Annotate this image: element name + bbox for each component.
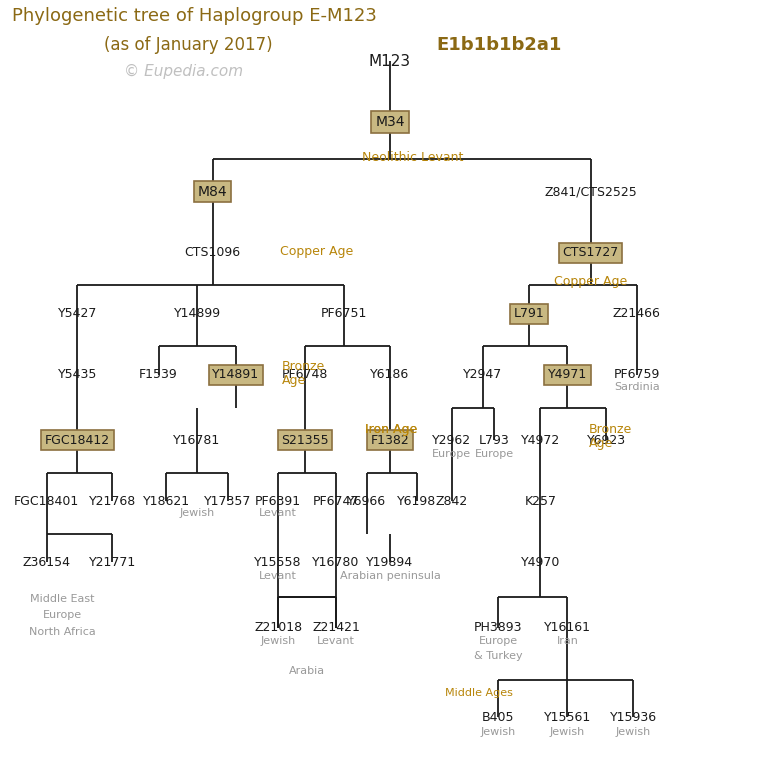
Text: F1382: F1382 xyxy=(370,434,410,446)
Text: PH3893: PH3893 xyxy=(473,621,523,634)
Text: CTS1727: CTS1727 xyxy=(562,246,619,259)
Text: M123: M123 xyxy=(369,54,411,69)
Text: M34: M34 xyxy=(375,115,405,130)
Text: Levant: Levant xyxy=(317,637,355,647)
Text: Middle East: Middle East xyxy=(30,594,94,604)
Text: Neolithic Levant: Neolithic Levant xyxy=(363,151,464,164)
Text: Jewish: Jewish xyxy=(480,727,516,737)
Text: Europe: Europe xyxy=(432,449,471,459)
Text: Y2947: Y2947 xyxy=(463,368,502,381)
Text: Levant: Levant xyxy=(259,509,297,518)
Text: Z842: Z842 xyxy=(435,495,468,508)
Text: Y16781: Y16781 xyxy=(173,434,221,446)
Text: L791: L791 xyxy=(513,307,544,321)
Text: Y16780: Y16780 xyxy=(312,556,360,568)
Text: Y19894: Y19894 xyxy=(367,556,413,568)
Text: Copper Age: Copper Age xyxy=(554,274,627,288)
Text: Y17357: Y17357 xyxy=(204,495,252,508)
Text: North Africa: North Africa xyxy=(29,627,95,637)
Text: PF6748: PF6748 xyxy=(282,368,328,381)
Text: F1539: F1539 xyxy=(139,368,178,381)
Text: Europe: Europe xyxy=(474,449,514,459)
Text: Europe: Europe xyxy=(478,637,518,647)
Text: Europe: Europe xyxy=(42,610,82,620)
Text: Y14891: Y14891 xyxy=(212,368,259,381)
Text: Y2962: Y2962 xyxy=(432,434,471,446)
Text: Sardinia: Sardinia xyxy=(614,382,660,392)
Text: Jewish: Jewish xyxy=(615,727,651,737)
Text: CTS1096: CTS1096 xyxy=(184,246,240,259)
Text: Jewish: Jewish xyxy=(550,727,585,737)
Text: Arabia: Arabia xyxy=(289,666,324,675)
Text: Z21466: Z21466 xyxy=(613,307,661,321)
Text: Iran: Iran xyxy=(557,637,579,647)
Text: Levant: Levant xyxy=(259,572,297,581)
Text: Z21421: Z21421 xyxy=(312,621,360,634)
Text: Y6186: Y6186 xyxy=(370,368,410,381)
Text: FGC18412: FGC18412 xyxy=(45,434,110,446)
Text: PF6747: PF6747 xyxy=(313,495,359,508)
Text: Middle Ages: Middle Ages xyxy=(445,688,512,697)
Text: Copper Age: Copper Age xyxy=(281,245,353,258)
Text: (as of January 2017): (as of January 2017) xyxy=(105,36,273,54)
Text: Y4970: Y4970 xyxy=(521,556,560,568)
Text: Jewish: Jewish xyxy=(261,637,296,647)
Text: Y15561: Y15561 xyxy=(544,711,591,724)
Text: Iron Age: Iron Age xyxy=(365,423,417,436)
Text: Y5427: Y5427 xyxy=(58,307,98,321)
Text: Y4971: Y4971 xyxy=(548,368,587,381)
Text: Y6966: Y6966 xyxy=(347,495,386,508)
Text: Y6923: Y6923 xyxy=(587,434,626,446)
Text: Y4972: Y4972 xyxy=(521,434,560,446)
Text: Arabian peninsula: Arabian peninsula xyxy=(339,572,441,581)
Text: L793: L793 xyxy=(479,434,509,446)
Text: PF6391: PF6391 xyxy=(255,495,301,508)
Text: Y15936: Y15936 xyxy=(609,711,657,724)
Text: Jewish: Jewish xyxy=(179,509,214,518)
Text: Y14899: Y14899 xyxy=(173,307,221,321)
Text: Bronze: Bronze xyxy=(282,360,325,373)
Text: Phylogenetic tree of Haplogroup E-M123: Phylogenetic tree of Haplogroup E-M123 xyxy=(12,7,377,25)
Text: Y21768: Y21768 xyxy=(89,495,136,508)
Text: M84: M84 xyxy=(197,185,227,199)
Text: & Turkey: & Turkey xyxy=(473,651,523,661)
Text: Y15558: Y15558 xyxy=(254,556,302,568)
Text: Z21018: Z21018 xyxy=(254,621,302,634)
Text: Y18621: Y18621 xyxy=(143,495,190,508)
Text: FGC18401: FGC18401 xyxy=(14,495,80,508)
Text: Age: Age xyxy=(589,437,613,450)
Text: E1b1b1b2a1: E1b1b1b2a1 xyxy=(436,36,562,54)
Text: Iron Age: Iron Age xyxy=(365,423,417,436)
Text: B405: B405 xyxy=(482,711,514,724)
Text: Y21771: Y21771 xyxy=(89,556,136,568)
Text: K257: K257 xyxy=(524,495,556,508)
Text: Age: Age xyxy=(282,374,307,387)
Text: Z36154: Z36154 xyxy=(23,556,71,568)
Text: PF6751: PF6751 xyxy=(321,307,367,321)
Text: S21355: S21355 xyxy=(282,434,329,446)
Text: Z841/CTS2525: Z841/CTS2525 xyxy=(544,185,637,198)
Text: PF6759: PF6759 xyxy=(614,368,660,381)
Text: Y5435: Y5435 xyxy=(58,368,98,381)
Text: Bronze: Bronze xyxy=(589,423,633,436)
Text: Y6198: Y6198 xyxy=(397,495,437,508)
Text: © Eupedia.com: © Eupedia.com xyxy=(124,64,243,79)
Text: Y16161: Y16161 xyxy=(544,621,591,634)
